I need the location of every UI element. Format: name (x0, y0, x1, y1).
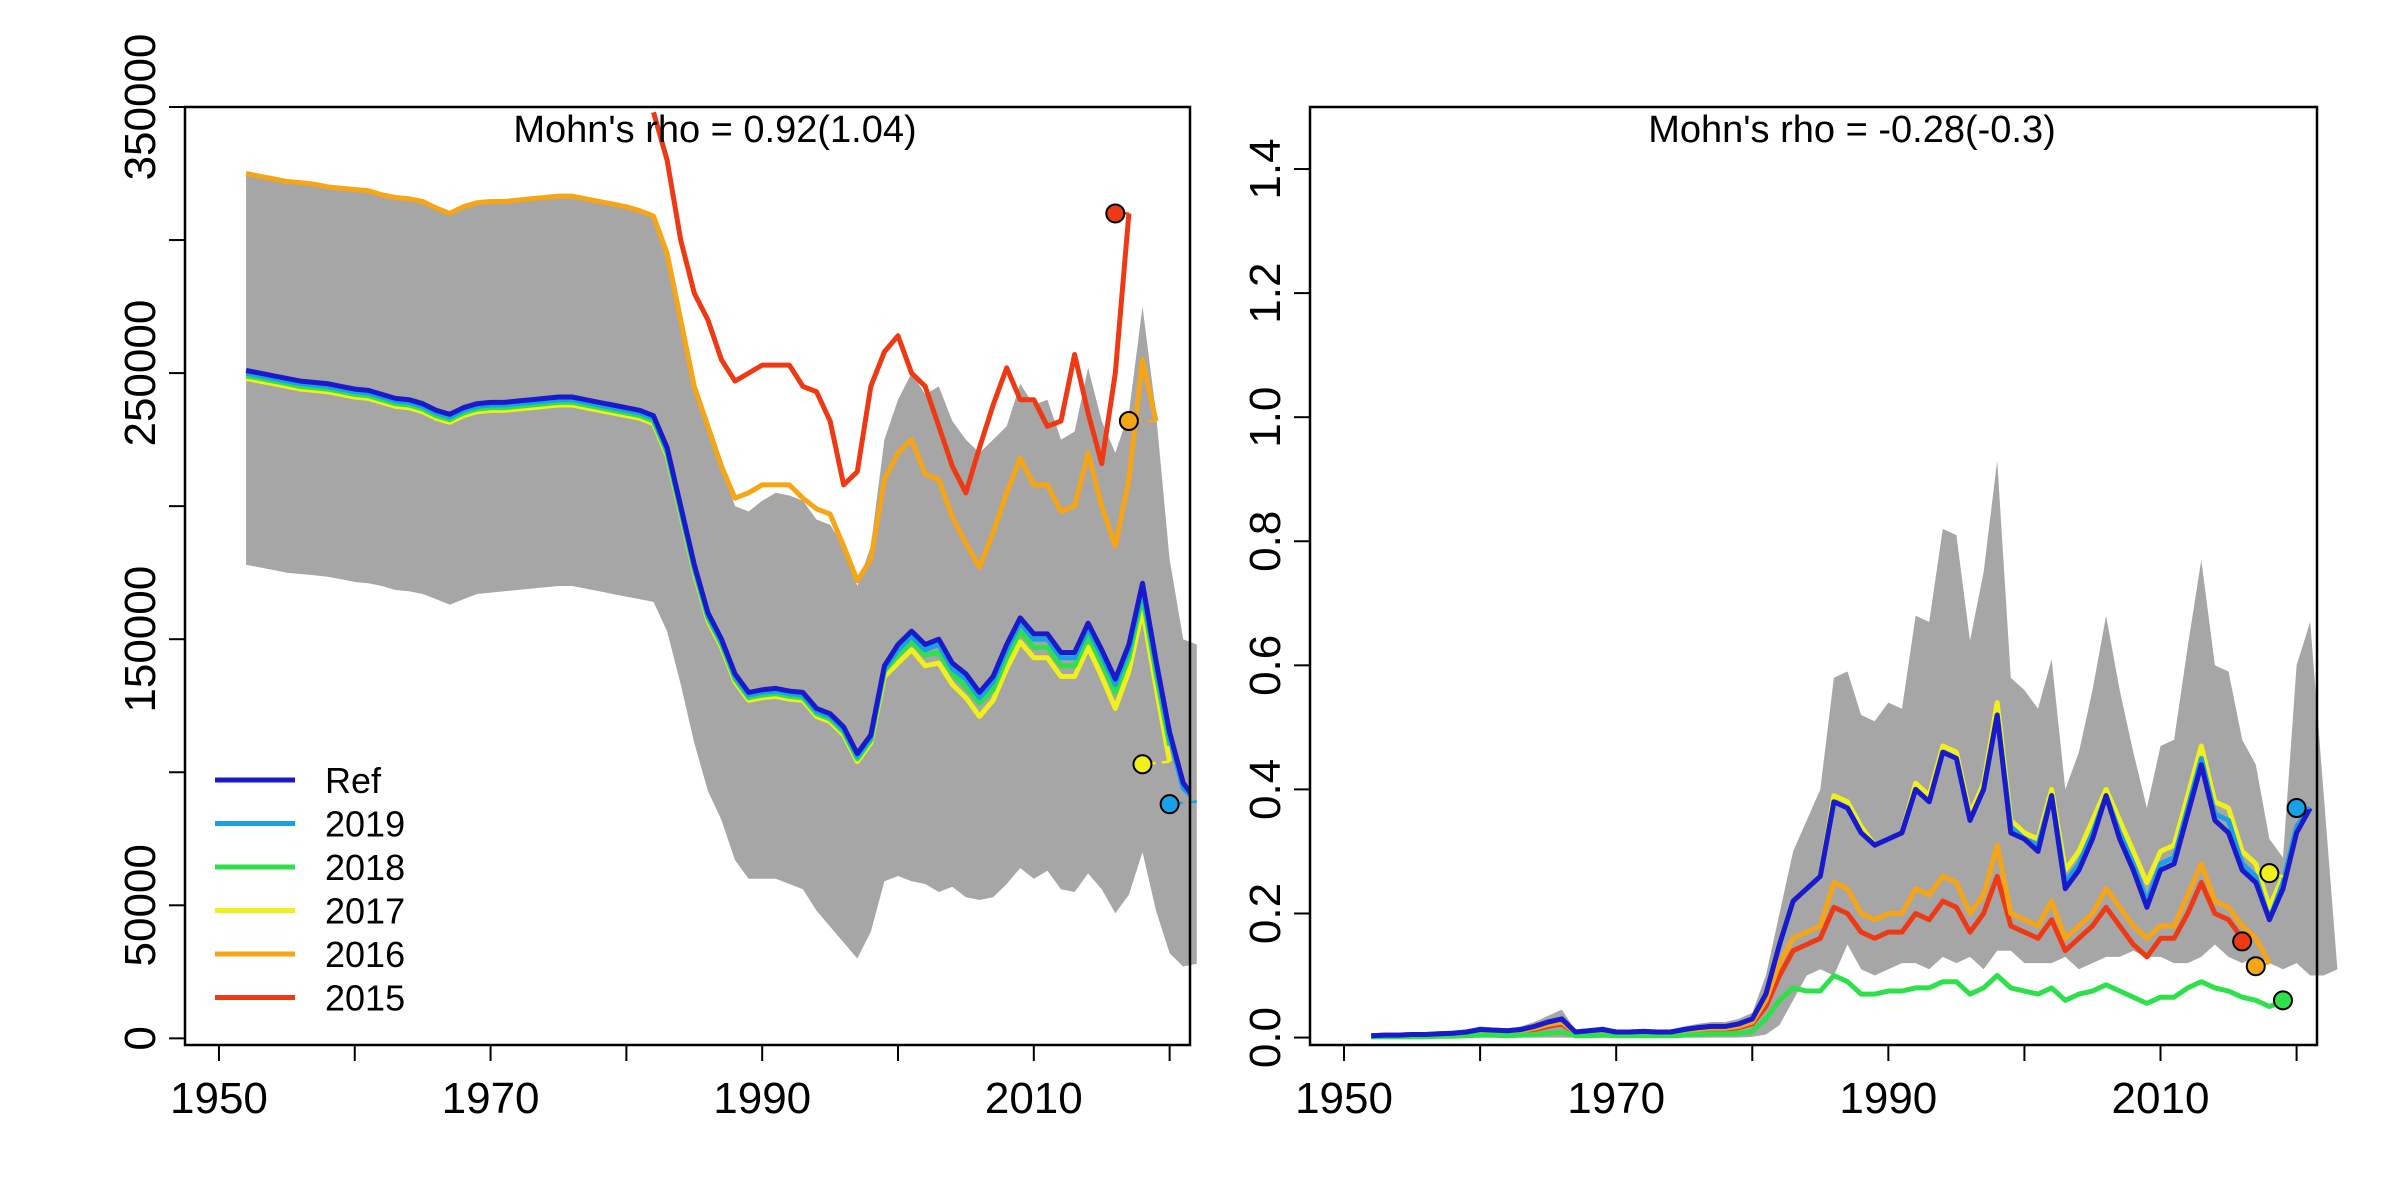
mohns-rho-annotation: Mohn's rho = 0.92(1.04) (513, 109, 916, 151)
x-tick-label: 1990 (1839, 1074, 1937, 1123)
series-line-ref (1371, 712, 2313, 1039)
y-tick-label: 0.6 (1241, 635, 1290, 696)
retro-point-2016 (1118, 410, 1139, 431)
legend-label: 2015 (325, 978, 405, 1019)
legend-label: 2016 (325, 934, 405, 975)
legend-label: 2019 (325, 804, 405, 845)
y-tick-label: 0.0 (1241, 1007, 1290, 1068)
series-line-ref (245, 367, 1190, 797)
x-axis: 1950 1970 1990 2010 (170, 1044, 1171, 1123)
retro-point-2019 (2286, 798, 2307, 819)
y-axis: 0.0 0.2 0.4 0.6 0.8 1.0 1.2 1.4 (1241, 138, 1311, 1068)
y-tick-label: 350000 (116, 34, 165, 181)
right-panel: Mohn's rho = -0.28(-0.3) 1950 1970 1990 201… (1241, 105, 2338, 1123)
legend-label: 2018 (325, 847, 405, 888)
retro-connector-2019 (1169, 800, 1197, 806)
x-tick-label: 1970 (442, 1074, 540, 1123)
confidence-band (246, 173, 1197, 967)
y-tick-label: 0 (116, 1026, 165, 1050)
y-tick-label: 0.2 (1241, 883, 1290, 944)
legend-label: Ref (325, 760, 382, 801)
x-axis: 1950 1970 1990 2010 (1295, 1044, 2298, 1123)
retro-point-2015 (2232, 931, 2253, 952)
legend-label: 2017 (325, 891, 405, 932)
x-tick-label: 2010 (2112, 1074, 2210, 1123)
y-tick-label: 1.0 (1241, 387, 1290, 448)
x-tick-label: 1990 (713, 1074, 811, 1123)
retro-point-2016 (2245, 956, 2266, 977)
x-tick-label: 1970 (1567, 1074, 1665, 1123)
y-tick-label: 1.2 (1241, 263, 1290, 324)
y-tick-label: 0.4 (1241, 759, 1290, 820)
retro-point-2017 (1132, 754, 1153, 775)
y-tick-label: 50000 (116, 844, 165, 966)
series-line-2016 (245, 171, 1159, 584)
confidence-band (1371, 460, 2338, 1038)
mohns-rho-annotation: Mohn's rho = -0.28(-0.3) (1648, 109, 2056, 151)
y-tick-label: 0.8 (1241, 511, 1290, 572)
y-axis: 0 50000 150000 250000 350000 (116, 34, 186, 1051)
x-tick-label: 2010 (985, 1074, 1083, 1123)
retro-point-2019 (1159, 794, 1180, 815)
retro-connector-2017 (1142, 760, 1170, 766)
left-panel: Mohn's rho = 0.92(1.04) 1950 1970 1990 2010… (116, 34, 1197, 1123)
x-tick-label: 1950 (1295, 1074, 1393, 1123)
x-tick-label: 1950 (170, 1074, 268, 1123)
series-line-2015 (651, 111, 1132, 496)
retro-point-2017 (2259, 863, 2280, 884)
retro-point-2015 (1105, 203, 1126, 224)
y-tick-label: 250000 (116, 300, 165, 447)
y-tick-label: 1.4 (1241, 138, 1290, 199)
series-line-2018 (1371, 973, 2284, 1040)
y-tick-label: 150000 (116, 566, 165, 713)
retro-point-2018 (2272, 990, 2293, 1011)
